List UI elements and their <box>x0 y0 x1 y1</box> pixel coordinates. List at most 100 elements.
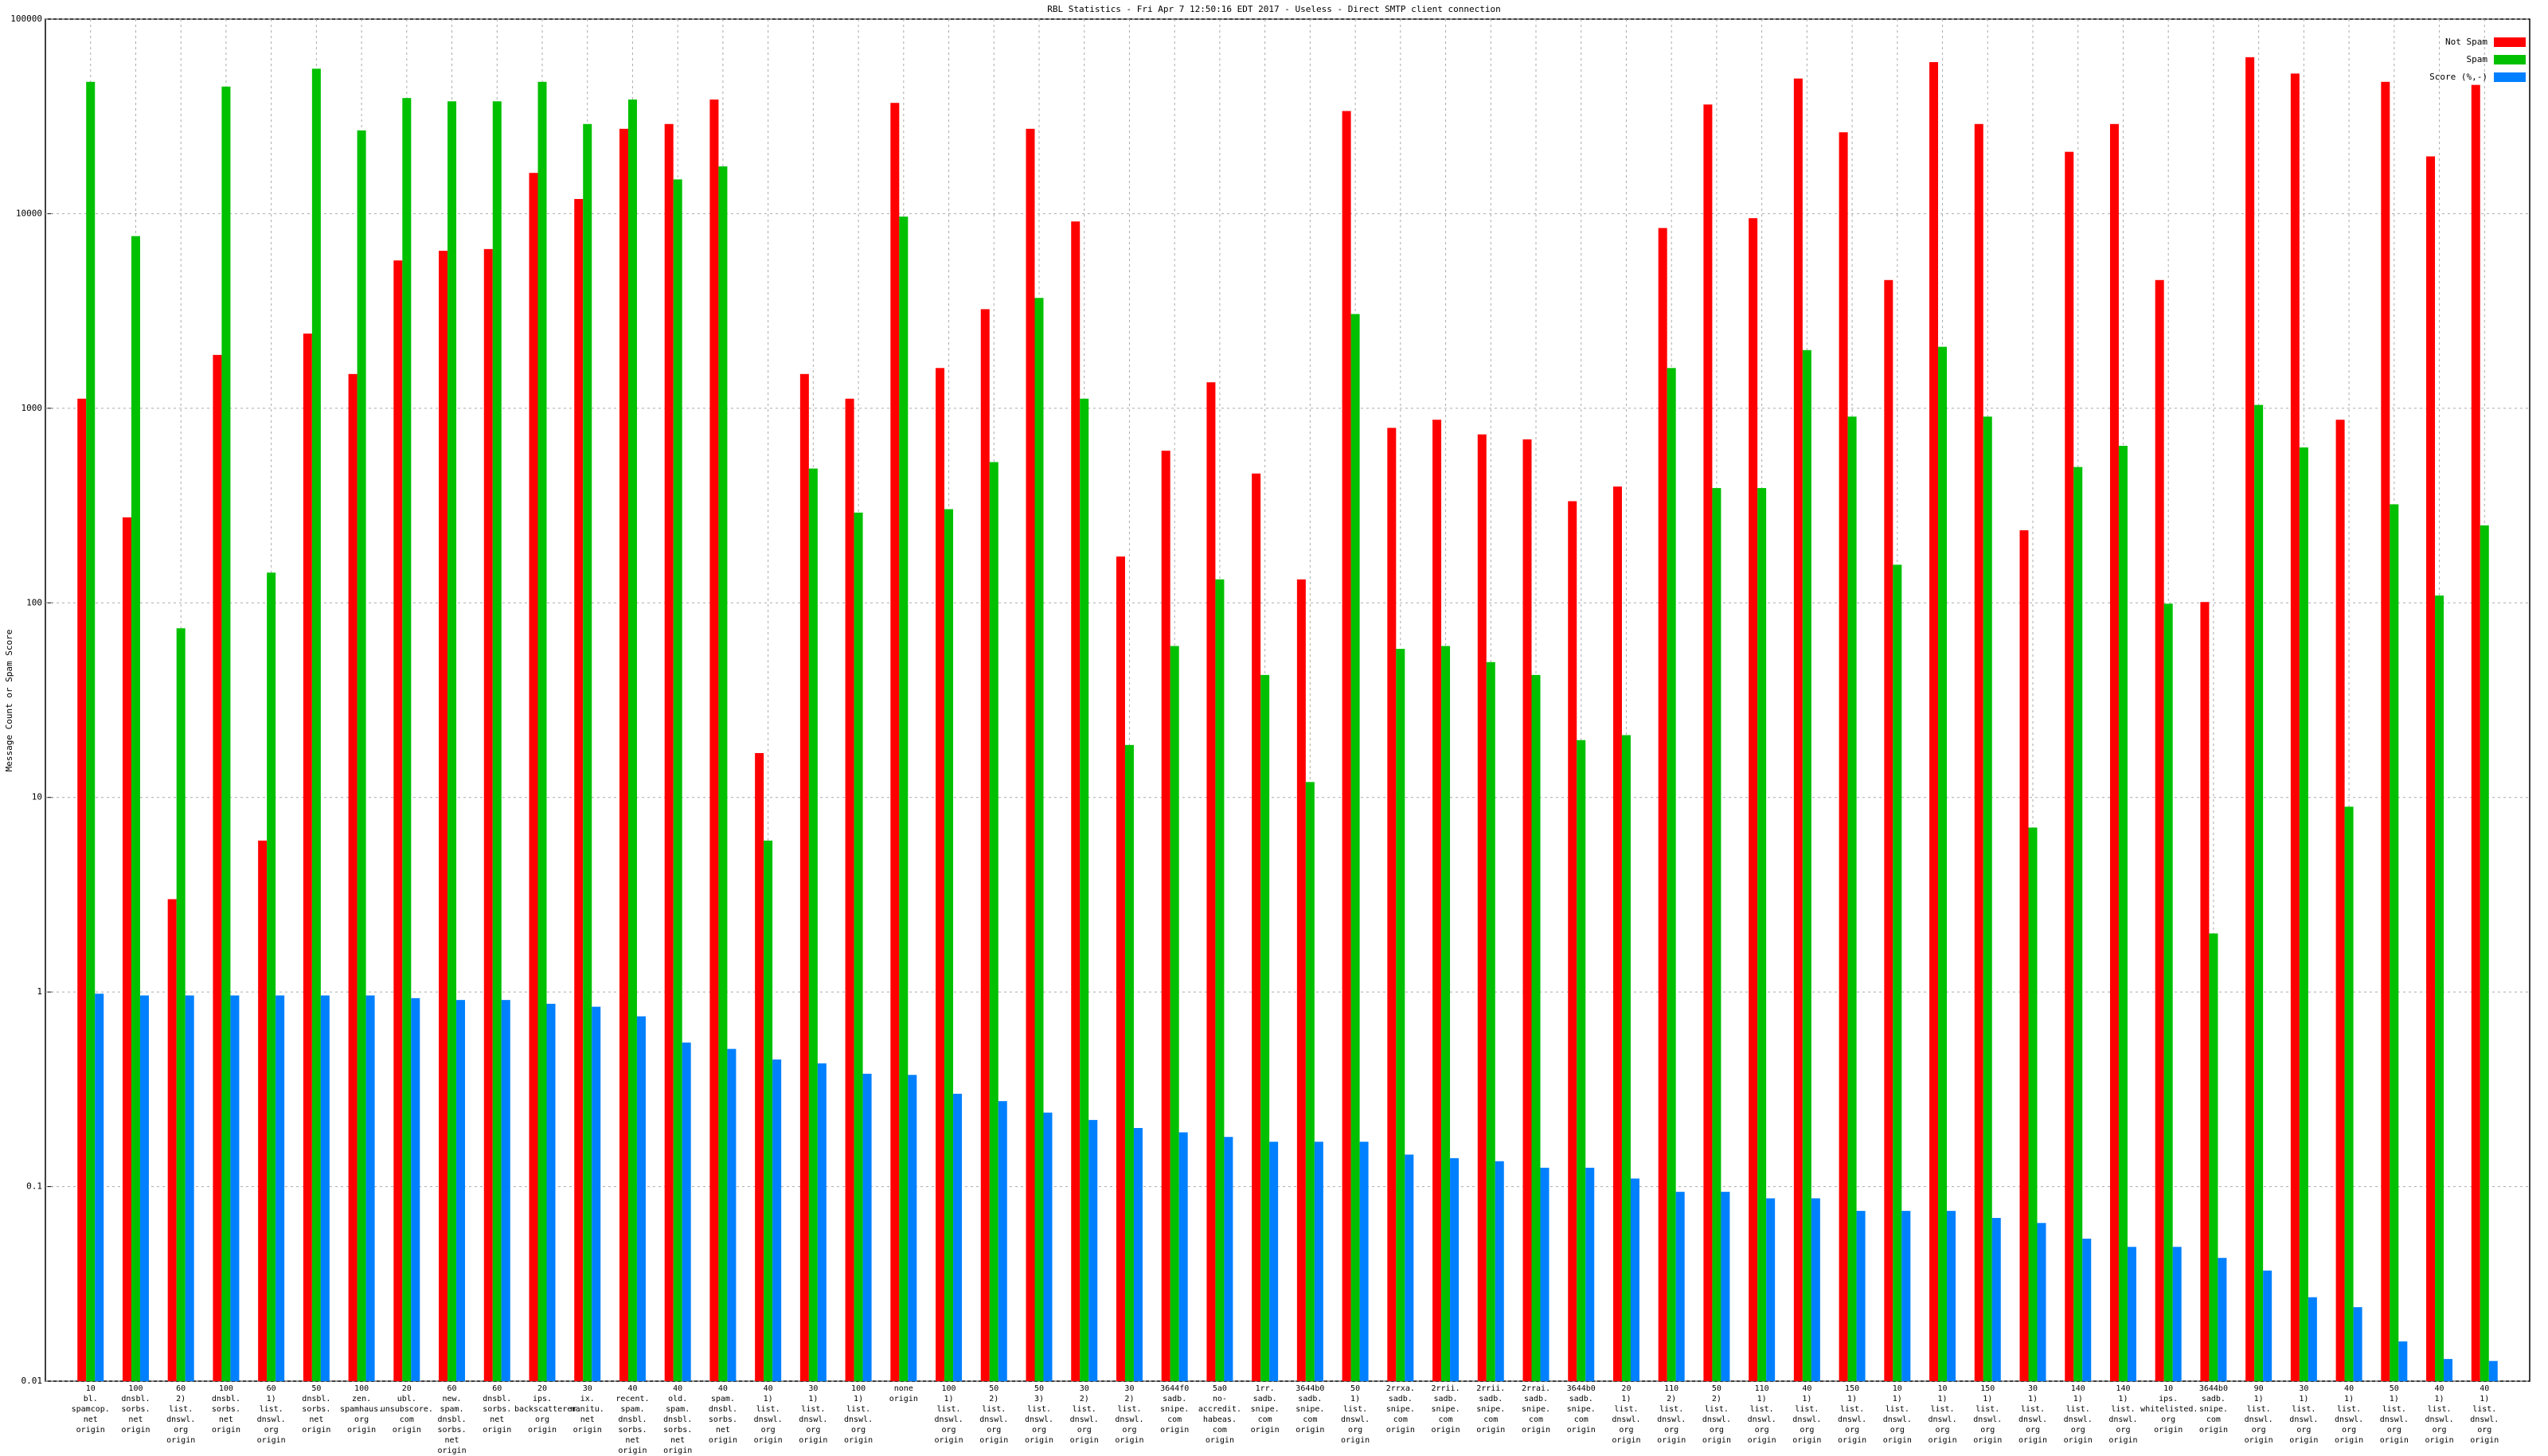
bar <box>2353 1307 2362 1381</box>
bar <box>2019 530 2029 1381</box>
bar <box>854 512 863 1382</box>
legend-label: Not Spam <box>2445 37 2487 47</box>
bar <box>2390 504 2399 1381</box>
bar <box>1116 556 1125 1381</box>
bar <box>131 236 140 1381</box>
legend-swatch <box>2494 37 2526 47</box>
bar <box>1224 1137 1233 1381</box>
bar <box>2163 603 2173 1381</box>
bar <box>1893 564 1902 1381</box>
x-tick-label: 100 dnsbl. sorbs. net origin <box>211 1384 240 1435</box>
bar <box>411 997 420 1381</box>
x-tick-label: 3644b0 sadb. snipe. com origin <box>1566 1384 1596 1435</box>
bar <box>546 1003 556 1381</box>
bar <box>439 250 448 1381</box>
bar <box>1766 1198 1776 1381</box>
bar <box>267 572 276 1381</box>
bar <box>2335 420 2345 1382</box>
bar <box>221 86 231 1381</box>
bar <box>592 1006 601 1381</box>
bar <box>1359 1142 1369 1381</box>
bar <box>230 995 240 1381</box>
bar <box>2471 84 2480 1382</box>
bar <box>764 840 773 1381</box>
bar <box>998 1101 1007 1381</box>
bar <box>709 100 719 1381</box>
bar <box>95 993 104 1381</box>
x-tick-label: 2rrxa. sadb. snipe. com origin <box>1385 1384 1415 1435</box>
bar <box>1630 1178 1639 1381</box>
x-tick-label: none origin <box>889 1384 918 1403</box>
bar <box>1703 104 1713 1382</box>
x-tick-label: 40 1) list. dnswl. org origin <box>2470 1384 2499 1445</box>
x-tick-label: 100 dnsbl. sorbs. net origin <box>121 1384 150 1435</box>
bar <box>1712 488 1721 1381</box>
bar <box>2263 1271 2272 1381</box>
bar <box>1486 662 1495 1381</box>
bar <box>365 995 375 1381</box>
bar <box>258 840 268 1381</box>
plot-frame <box>45 18 2530 1382</box>
bar <box>664 123 674 1381</box>
bar <box>1387 427 1397 1381</box>
bar <box>1405 1154 1414 1381</box>
bar <box>2073 466 2083 1381</box>
y-tick-label: 100 <box>26 597 42 607</box>
legend-swatch <box>2494 72 2526 82</box>
bar <box>727 1048 737 1381</box>
bar <box>1531 674 1541 1381</box>
bar <box>772 1059 782 1381</box>
y-tick-label: 100000 <box>10 14 42 24</box>
bar <box>1477 434 1487 1382</box>
bar <box>1793 78 1803 1381</box>
bar <box>1577 740 1586 1381</box>
x-tick-label: 3644b0 sadb. snipe. com origin <box>1295 1384 1325 1435</box>
bar <box>303 334 312 1381</box>
bar <box>808 468 818 1382</box>
bar <box>1124 744 1134 1381</box>
bar <box>1757 488 1767 1381</box>
bar <box>86 81 96 1381</box>
bar <box>1161 451 1170 1381</box>
bar <box>619 128 628 1381</box>
bar <box>1847 416 1857 1382</box>
x-tick-label: 100 zen. spamhaus. org origin <box>339 1384 384 1435</box>
bar <box>1522 439 1532 1382</box>
bar <box>2245 57 2255 1382</box>
x-tick-label: 2rrii. sadb. snipe. com origin <box>1476 1384 1506 1435</box>
bar <box>402 98 412 1381</box>
bar <box>799 373 809 1381</box>
bar <box>1612 486 1622 1382</box>
bar <box>2118 446 2128 1381</box>
bar <box>899 217 909 1381</box>
bar <box>636 1016 646 1381</box>
y-tick-label: 10 <box>32 792 42 802</box>
bar <box>1991 1217 2001 1381</box>
bar <box>2488 1360 2498 1381</box>
bar <box>1043 1112 1053 1381</box>
bar <box>1839 132 1848 1381</box>
bar <box>989 462 998 1382</box>
bar <box>348 373 358 1381</box>
bar <box>2037 1223 2046 1381</box>
bar <box>1667 368 1676 1381</box>
bar <box>953 1093 963 1381</box>
bar <box>574 198 584 1381</box>
x-tick-label: 20 ubl. unsubscore. com origin <box>380 1384 433 1435</box>
bar <box>2065 151 2074 1381</box>
bar <box>2290 73 2300 1381</box>
x-tick-label: 20 ips. backscatterer. org origin <box>514 1384 582 1435</box>
bar <box>1938 346 1948 1381</box>
bar <box>139 995 149 1381</box>
bar <box>1441 646 1451 1381</box>
bar <box>2444 1359 2453 1381</box>
bar <box>1811 1198 1820 1381</box>
bar <box>1568 501 1577 1381</box>
bar <box>2254 404 2264 1381</box>
bar <box>2200 602 2210 1381</box>
bar <box>583 123 592 1381</box>
bar <box>944 509 954 1381</box>
bar <box>845 398 854 1381</box>
x-tick-label: 60 dnsbl. sorbs. net origin <box>483 1384 512 1435</box>
